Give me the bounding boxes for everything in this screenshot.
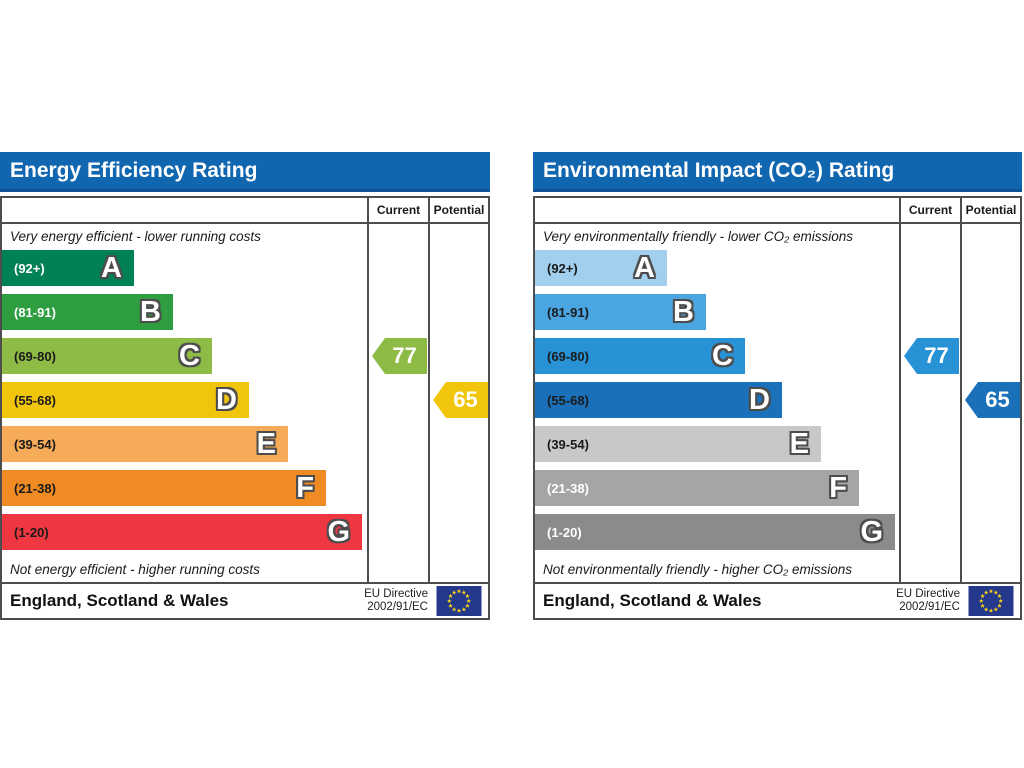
column-header-spacer (2, 198, 367, 224)
epc-chart: Environmental Impact (CO₂) Rating Curren… (533, 152, 1022, 620)
caption-top: Very environmentally friendly - lower CO… (543, 229, 853, 244)
eu-directive-label: EU Directive 2002/91/EC (364, 588, 428, 614)
column-header-potential: Potential (960, 198, 1020, 224)
caption-top: Very energy efficient - lower running co… (10, 229, 261, 244)
eu-directive-line2: 2002/91/EC (899, 601, 960, 613)
chart-header: Energy Efficiency Rating (0, 152, 490, 192)
band-row: (81-91) B (535, 294, 706, 330)
band-range-label: (21-38) (14, 480, 56, 496)
band-letter: E (256, 428, 276, 460)
eu-flag-icon (968, 586, 1014, 616)
band-letter: F (829, 472, 847, 504)
band-letter: D (216, 384, 237, 416)
band-letter: G (327, 516, 350, 548)
chart-footer: England, Scotland & Wales EU Directive 2… (535, 582, 1020, 618)
eu-directive-line1: EU Directive (896, 587, 960, 600)
eu-directive-line2: 2002/91/EC (367, 601, 428, 613)
eu-directive-label: EU Directive 2002/91/EC (896, 588, 960, 614)
chart-title: Energy Efficiency Rating (10, 158, 258, 182)
band-range-label: (21-38) (547, 480, 589, 496)
caption-bottom: Not energy efficient - higher running co… (10, 562, 260, 577)
band-row: (1-20) G (535, 514, 895, 550)
band-letter: G (860, 516, 883, 548)
band-row: (1-20) G (2, 514, 362, 550)
potential-column: 65 (428, 224, 488, 582)
band-row: (39-54) E (535, 426, 821, 462)
band-letter: B (673, 296, 694, 328)
band-row: (69-80) C (535, 338, 745, 374)
chart-table: Current Potential Very environmentally f… (533, 196, 1022, 620)
current-column: 77 (367, 224, 428, 582)
band-range-label: (39-54) (547, 436, 589, 452)
current-column: 77 (899, 224, 960, 582)
band-range-label: (39-54) (14, 436, 56, 452)
band-letter: F (296, 472, 314, 504)
caption-bottom: Not environmentally friendly - higher CO… (543, 562, 853, 577)
band-letter: B (140, 296, 161, 328)
band-range-label: (92+) (547, 260, 578, 276)
current-rating-arrow: 77 (904, 338, 959, 374)
epc-chart: Energy Efficiency Rating Current Potenti… (0, 152, 490, 620)
potential-rating-arrow: 65 (433, 382, 488, 418)
band-row: (55-68) D (535, 382, 782, 418)
band-letter: C (712, 340, 733, 372)
chart-title: Environmental Impact (CO₂) Rating (543, 158, 895, 182)
band-range-label: (55-68) (547, 392, 589, 408)
band-range-label: (81-91) (547, 304, 589, 320)
band-range-label: (69-80) (547, 348, 589, 364)
band-letter: A (101, 252, 122, 284)
current-rating-arrow: 77 (372, 338, 427, 374)
chart-table: Current Potential Very energy efficient … (0, 196, 490, 620)
band-range-label: (1-20) (547, 524, 582, 540)
bands-area: Very environmentally friendly - lower CO… (535, 224, 899, 582)
footer-region-label: England, Scotland & Wales (543, 591, 762, 610)
band-row: (92+) A (535, 250, 667, 286)
potential-column: 65 (960, 224, 1020, 582)
band-range-label: (92+) (14, 260, 45, 276)
band-row: (21-38) F (535, 470, 859, 506)
band-range-label: (69-80) (14, 348, 56, 364)
band-row: (55-68) D (2, 382, 249, 418)
bands-host: (92+) A (81-91) B (69-80) C (55-68) D (3… (535, 250, 899, 550)
band-row: (21-38) F (2, 470, 326, 506)
band-letter: A (634, 252, 655, 284)
column-header-spacer (535, 198, 899, 224)
eu-directive-line1: EU Directive (364, 587, 428, 600)
band-range-label: (1-20) (14, 524, 49, 540)
band-row: (69-80) C (2, 338, 212, 374)
bands-host: (92+) A (81-91) B (69-80) C (55-68) D (3… (2, 250, 367, 550)
column-header-current: Current (367, 198, 428, 224)
band-letter: C (179, 340, 200, 372)
eu-flag-icon (436, 586, 482, 616)
chart-footer: England, Scotland & Wales EU Directive 2… (2, 582, 488, 618)
potential-rating-arrow: 65 (965, 382, 1020, 418)
band-letter: D (749, 384, 770, 416)
band-range-label: (81-91) (14, 304, 56, 320)
band-row: (39-54) E (2, 426, 288, 462)
column-header-current: Current (899, 198, 960, 224)
band-row: (81-91) B (2, 294, 173, 330)
chart-header: Environmental Impact (CO₂) Rating (533, 152, 1022, 192)
column-header-potential: Potential (428, 198, 488, 224)
band-range-label: (55-68) (14, 392, 56, 408)
bands-area: Very energy efficient - lower running co… (2, 224, 367, 582)
footer-region-label: England, Scotland & Wales (10, 591, 229, 610)
band-row: (92+) A (2, 250, 134, 286)
band-letter: E (789, 428, 809, 460)
